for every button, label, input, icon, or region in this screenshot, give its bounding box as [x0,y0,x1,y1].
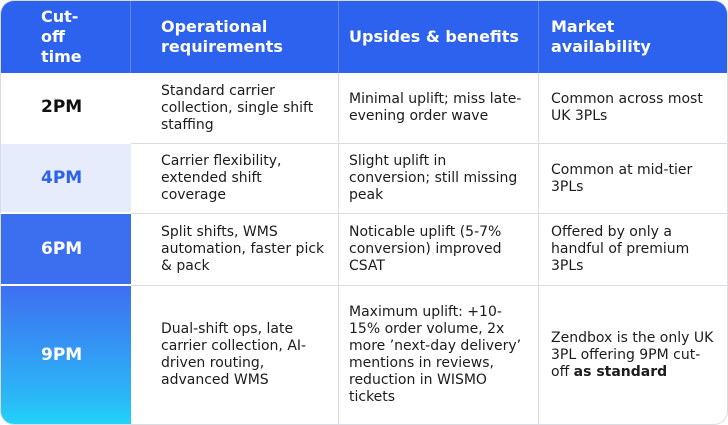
cell: Split shifts, WMS automation, faster pic… [131,214,339,286]
cell: Slight uplift in conversion; still missi… [339,144,539,214]
cell: Common across most UK 3PLs [539,73,727,144]
emphasis: as standard [573,363,668,380]
header-cell: Upsides & benefits [339,1,539,73]
cell: Carrier flexibility, extended shift cove… [131,144,339,214]
cell: Noticable uplift (5-7% conversion) impro… [339,214,539,286]
cell-text: Zendbox is the only UK 3PL offering 9PM … [551,330,717,381]
cell: Dual-shift ops, late carrier collection,… [131,286,339,424]
cell: Maximum uplift: +10-15% order volume, 2x… [339,286,539,424]
header-cell: Market availability [539,1,727,73]
text: Zendbox is the only UK 3PL offering 9PM … [551,329,714,380]
cell: Offered by only a handful of premium 3PL… [539,214,727,286]
header-cell: Operational requirements [131,1,339,73]
cell: Common at mid-tier 3PLs [539,144,727,214]
cutoff-cell: 6PM [1,214,131,286]
cell: Standard carrier collection, single shif… [131,73,339,144]
header-cell: Cut-off time [1,1,131,73]
cutoff-cell: 2PM [1,73,131,144]
cutoff-cell: 9PM [1,286,131,424]
cell: Minimal uplift; miss late-evening order … [339,73,539,144]
cell: Zendbox is the only UK 3PL offering 9PM … [539,286,727,424]
cutoff-cell: 4PM [1,144,131,214]
